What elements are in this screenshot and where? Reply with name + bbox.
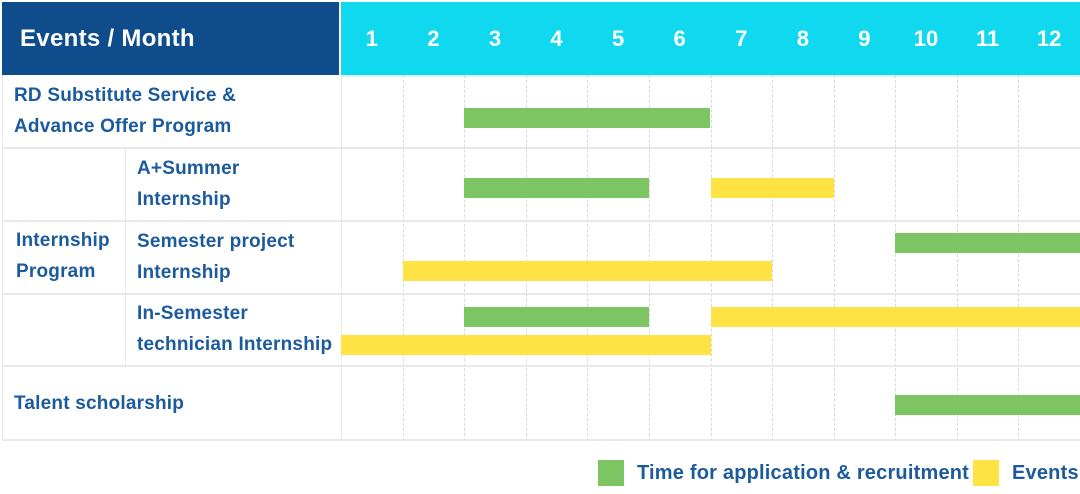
month-header-row: 1 2 3 4 5 6 7 8 9 10 11 12 — [341, 2, 1080, 75]
gantt-bar-green — [895, 395, 1080, 415]
green-swatch-icon — [598, 460, 624, 486]
header-events-month: Events / Month — [2, 2, 339, 75]
month-gridline — [648, 75, 650, 441]
month-header: 8 — [796, 25, 809, 51]
row-separator — [2, 293, 1080, 295]
gantt-bar-yellow — [341, 335, 711, 355]
row-separator — [2, 220, 1080, 222]
month-gridline — [402, 75, 404, 441]
month-header: 12 — [1036, 25, 1062, 51]
month-gridline — [710, 75, 712, 441]
month-header: 6 — [673, 25, 686, 51]
gantt-bar-yellow — [710, 178, 834, 198]
gantt-bar-yellow — [402, 261, 773, 281]
month-gridline — [772, 75, 774, 441]
row-label-semester-project: Semester project Internship — [137, 230, 295, 283]
month-gridline — [464, 75, 466, 441]
legend-application: Time for application & recruitment — [598, 460, 969, 486]
month-gridline — [895, 75, 897, 441]
row-label-talent-scholarship: Talent scholarship — [14, 392, 185, 414]
row-separator — [2, 365, 1080, 367]
gantt-bar-green — [895, 233, 1080, 253]
gantt-bar-green — [464, 307, 649, 327]
gantt-bar-yellow — [710, 307, 1080, 327]
row-label-in-semester-technician: In-Semester technician Internship — [137, 303, 333, 355]
month-header: 11 — [975, 25, 1000, 51]
month-header: 9 — [858, 25, 871, 51]
label-column-divider — [125, 147, 126, 365]
row-label-rd-substitute: RD Substitute Service & Advance Offer Pr… — [14, 85, 237, 137]
label-month-divider — [341, 75, 342, 441]
gantt-bar-green — [464, 178, 649, 198]
yellow-swatch-icon — [973, 460, 999, 486]
month-gridline — [1018, 75, 1020, 441]
group-label-internship-program: Internship Program — [16, 230, 110, 282]
gantt-bar-green — [464, 108, 711, 128]
row-separator — [2, 439, 1080, 441]
month-gridline — [587, 75, 589, 441]
legend-application-label: Time for application & recruitment — [637, 461, 970, 484]
month-gridline — [956, 75, 958, 441]
month-gridline — [833, 75, 835, 441]
legend-events: Events — [973, 460, 1079, 486]
month-header: 1 — [365, 25, 378, 51]
month-header: 4 — [550, 25, 563, 51]
legend-events-label: Events — [1012, 461, 1079, 484]
month-header: 7 — [735, 25, 748, 51]
row-separator — [2, 147, 1080, 149]
month-header: 10 — [913, 25, 939, 51]
row-label-a-plus-summer: A+Summer Internship — [137, 157, 240, 210]
month-header: 2 — [427, 25, 440, 51]
month-header: 3 — [488, 25, 502, 51]
header-title: Events / Month — [20, 24, 195, 52]
table-left-border — [2, 75, 3, 441]
month-header: 5 — [611, 25, 625, 51]
month-gridline — [525, 75, 527, 441]
